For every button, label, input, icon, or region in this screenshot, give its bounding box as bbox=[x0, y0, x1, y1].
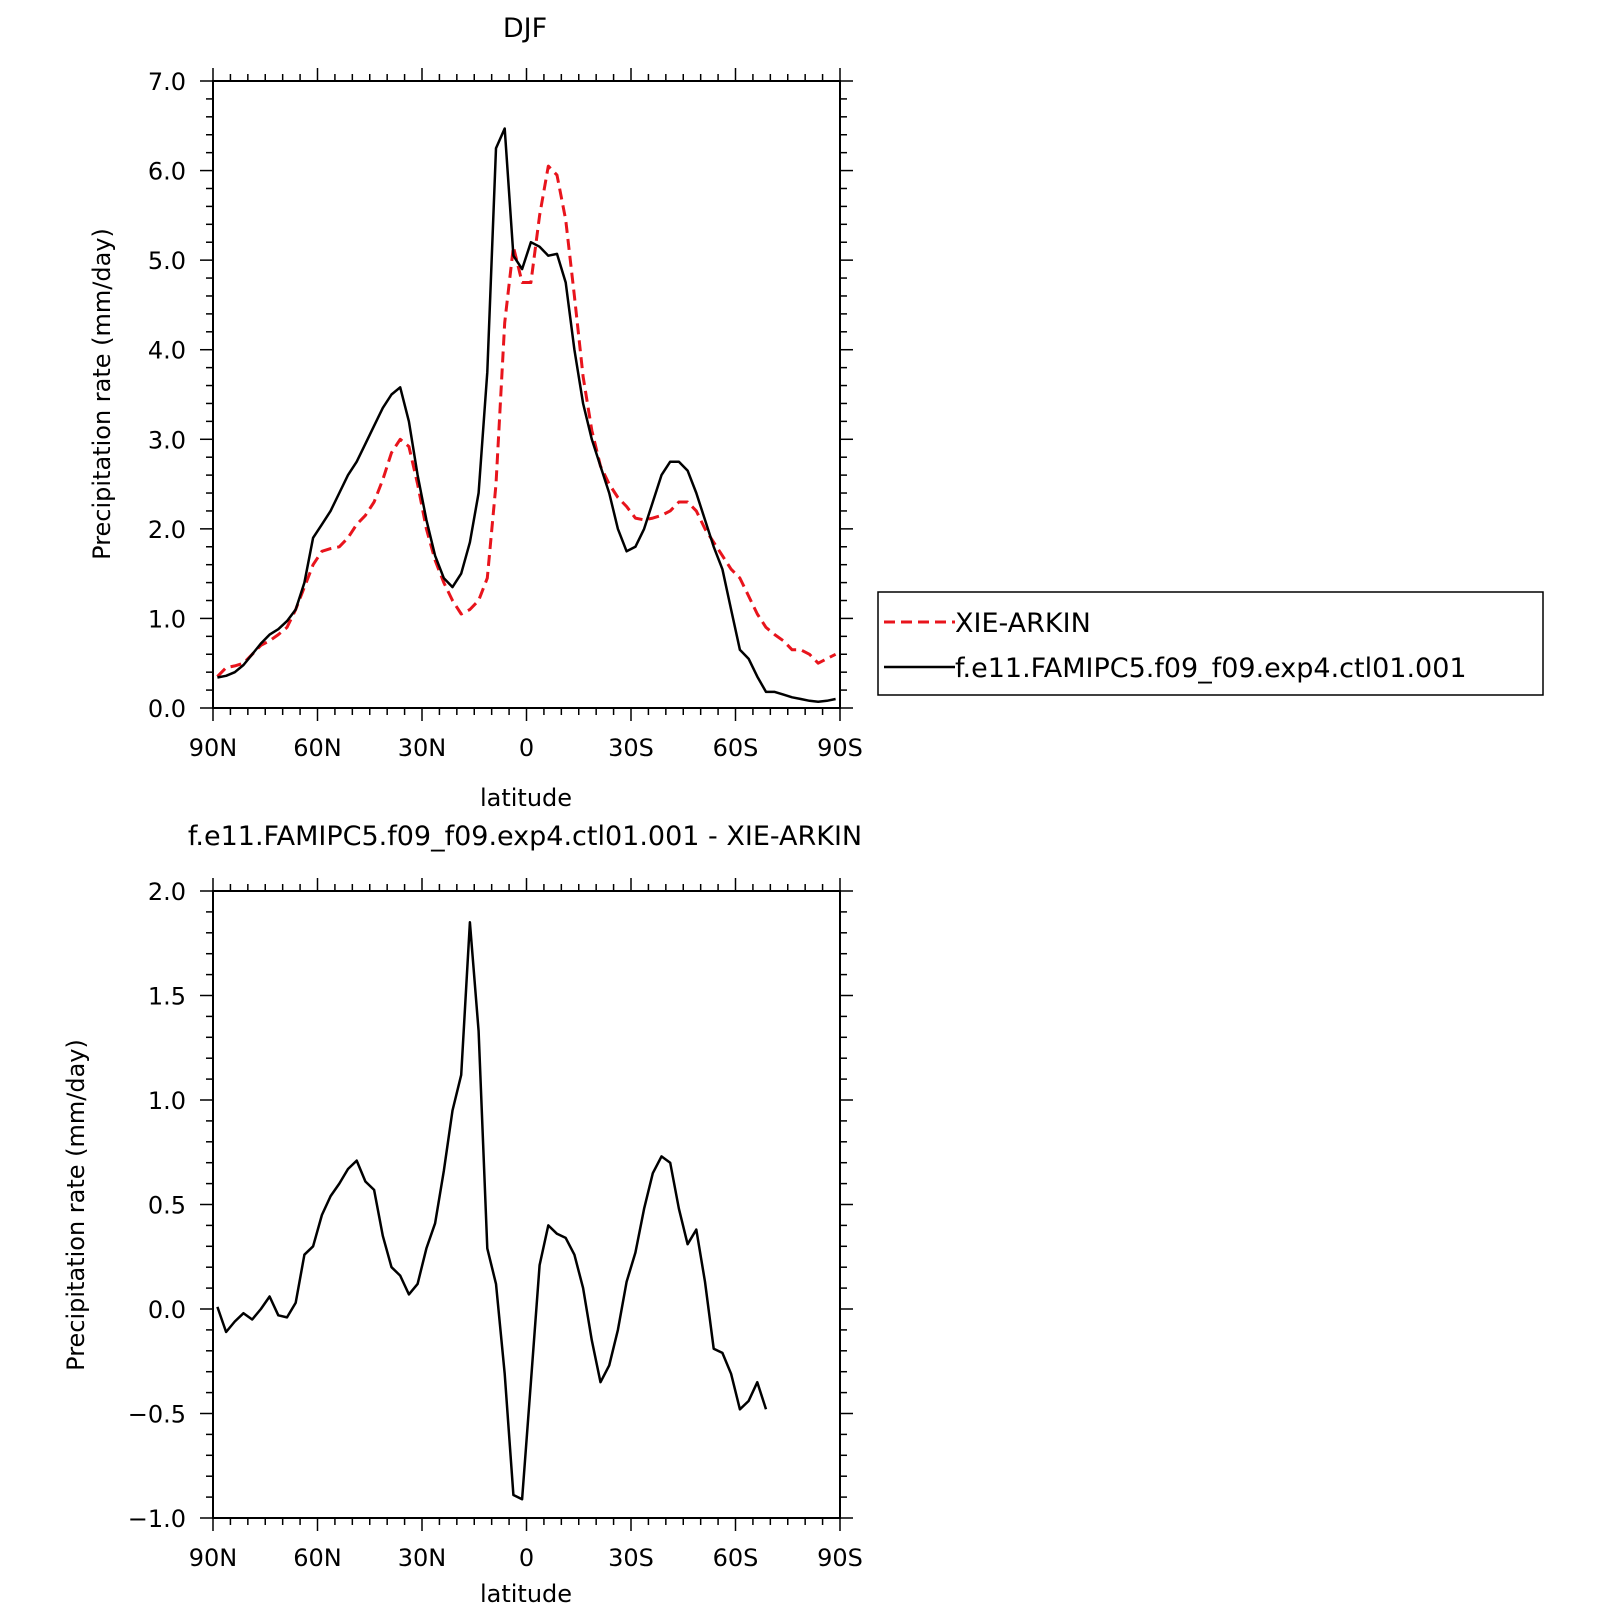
y-tick-label: 2.0 bbox=[148, 516, 186, 544]
x-tick-label: 90N bbox=[189, 734, 238, 762]
chart-title: f.e11.FAMIPC5.f09_f09.exp4.ctl01.001 - X… bbox=[188, 821, 862, 852]
axis-ticks bbox=[200, 878, 853, 1531]
y-tick-label: 0.0 bbox=[148, 695, 186, 723]
chart-djf-precipitation: DJF 90N 60N 30N 0 30S 60S 90S 0.0 1.0 2.0 3.0 4.0 5… bbox=[88, 13, 1544, 812]
x-tick-label: 90N bbox=[189, 1544, 238, 1572]
legend-box bbox=[877, 591, 1544, 696]
y-axis-label: Precipitation rate (mm/day) bbox=[88, 228, 116, 560]
x-tick-label: 30S bbox=[608, 1544, 654, 1572]
y-tick-label: 0.5 bbox=[148, 1192, 186, 1220]
x-tick-label: 30S bbox=[608, 734, 654, 762]
y-axis-label: Precipitation rate (mm/day) bbox=[62, 1039, 90, 1371]
x-tick-label: 90S bbox=[817, 734, 863, 762]
plot-frame bbox=[212, 80, 841, 709]
y-tick-label: −1.0 bbox=[128, 1505, 186, 1533]
y-tick-label: 1.5 bbox=[148, 983, 186, 1011]
series-line-model bbox=[216, 921, 768, 1501]
x-axis-label: latitude bbox=[480, 784, 572, 812]
y-tick-label: −0.5 bbox=[128, 1401, 186, 1429]
y-tick-label: 6.0 bbox=[148, 158, 186, 186]
legend: XIE-ARKIN f.e11.FAMIPC5.f09_f09.exp4.ctl… bbox=[877, 591, 1544, 696]
x-tick-label: 30N bbox=[398, 734, 447, 762]
x-tick-label: 90S bbox=[817, 1544, 863, 1572]
x-tick-label: 30N bbox=[398, 1544, 447, 1572]
y-tick-label: 5.0 bbox=[148, 247, 186, 275]
x-axis-label: latitude bbox=[480, 1580, 572, 1608]
y-tick-label: 1.0 bbox=[148, 605, 186, 633]
plot-frame bbox=[212, 890, 841, 1519]
y-tick-label: 7.0 bbox=[148, 68, 186, 96]
x-tick-label: 60S bbox=[713, 734, 759, 762]
y-tick-labels: 0.0 1.0 2.0 3.0 4.0 5.0 6.0 7.0 bbox=[148, 68, 186, 723]
y-tick-label: 0.0 bbox=[148, 1296, 186, 1324]
x-tick-labels: 90N 60N 30N 0 30S 60S 90S bbox=[189, 734, 863, 762]
data-lines bbox=[216, 127, 837, 703]
chart-difference: f.e11.FAMIPC5.f09_f09.exp4.ctl01.001 - X… bbox=[62, 821, 863, 1608]
y-tick-labels: −1.0 −0.5 0.0 0.5 1.0 1.5 2.0 bbox=[128, 878, 186, 1533]
y-tick-label: 3.0 bbox=[148, 426, 186, 454]
legend-label-xie-arkin: XIE-ARKIN bbox=[955, 608, 1091, 639]
series-line-model bbox=[217, 127, 836, 703]
x-tick-labels: 90N 60N 30N 0 30S 60S 90S bbox=[189, 1544, 863, 1572]
chart-title: DJF bbox=[503, 13, 547, 44]
x-tick-label: 60S bbox=[713, 1544, 759, 1572]
y-tick-label: 4.0 bbox=[148, 337, 186, 365]
axis-ticks bbox=[200, 68, 853, 721]
x-tick-label: 0 bbox=[519, 734, 534, 762]
data-lines bbox=[216, 921, 768, 1501]
y-tick-label: 1.0 bbox=[148, 1087, 186, 1115]
legend-label-model: f.e11.FAMIPC5.f09_f09.exp4.ctl01.001 bbox=[955, 653, 1467, 684]
x-tick-label: 0 bbox=[519, 1544, 534, 1572]
series-line-xie-arkin bbox=[216, 164, 837, 678]
y-tick-label: 2.0 bbox=[148, 878, 186, 906]
x-tick-label: 60N bbox=[293, 734, 342, 762]
x-tick-label: 60N bbox=[293, 1544, 342, 1572]
